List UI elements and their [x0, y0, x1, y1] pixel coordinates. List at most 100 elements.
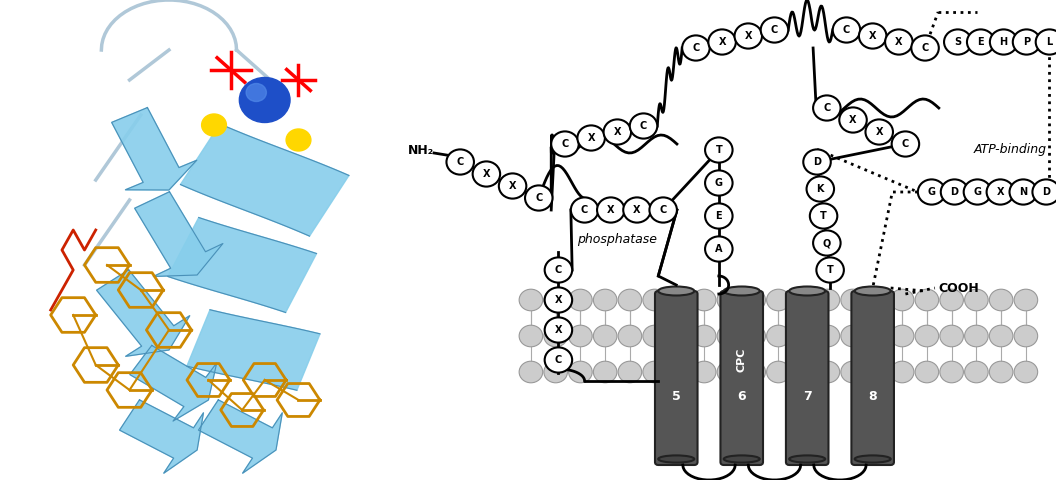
Circle shape — [916, 325, 939, 347]
Text: X: X — [718, 37, 725, 47]
Circle shape — [742, 325, 766, 347]
Polygon shape — [187, 310, 320, 390]
Text: X: X — [744, 31, 752, 41]
Circle shape — [964, 325, 988, 347]
Circle shape — [813, 96, 841, 120]
Text: S: S — [955, 37, 961, 47]
Text: X: X — [554, 295, 562, 305]
Circle shape — [841, 289, 865, 311]
Text: G: G — [715, 178, 722, 188]
Circle shape — [597, 197, 624, 223]
Circle shape — [816, 361, 840, 383]
Circle shape — [841, 325, 865, 347]
Text: C: C — [660, 205, 666, 215]
Circle shape — [649, 197, 677, 223]
Circle shape — [866, 120, 893, 144]
Text: N: N — [1019, 187, 1027, 197]
Circle shape — [810, 204, 837, 228]
Circle shape — [989, 289, 1013, 311]
Text: Q: Q — [823, 238, 831, 248]
FancyBboxPatch shape — [655, 291, 698, 465]
Text: COOH: COOH — [938, 281, 979, 295]
Circle shape — [705, 137, 733, 163]
Circle shape — [742, 361, 766, 383]
Text: C: C — [902, 139, 909, 149]
Polygon shape — [68, 30, 383, 450]
Circle shape — [964, 361, 988, 383]
Circle shape — [767, 325, 790, 347]
Text: X: X — [509, 181, 516, 191]
Circle shape — [989, 325, 1013, 347]
Circle shape — [813, 230, 841, 255]
Text: 5: 5 — [672, 389, 681, 403]
Polygon shape — [199, 400, 282, 473]
Text: C: C — [771, 25, 778, 35]
Text: X: X — [607, 205, 615, 215]
Circle shape — [1010, 180, 1037, 204]
Circle shape — [816, 325, 840, 347]
Circle shape — [544, 361, 567, 383]
Text: A: A — [715, 244, 722, 254]
Text: C: C — [581, 205, 588, 215]
Circle shape — [618, 361, 642, 383]
Circle shape — [667, 289, 692, 311]
Ellipse shape — [789, 287, 825, 296]
Circle shape — [964, 289, 988, 311]
Circle shape — [807, 176, 834, 202]
Circle shape — [859, 24, 886, 48]
Text: K: K — [816, 184, 824, 194]
Circle shape — [498, 173, 526, 199]
Circle shape — [891, 132, 919, 156]
Circle shape — [643, 289, 666, 311]
Circle shape — [545, 257, 572, 283]
Circle shape — [717, 289, 740, 311]
Circle shape — [989, 29, 1017, 55]
Circle shape — [525, 185, 552, 211]
Circle shape — [544, 325, 567, 347]
Text: T: T — [821, 211, 827, 221]
Text: D: D — [813, 157, 821, 167]
Circle shape — [240, 77, 290, 122]
Ellipse shape — [854, 287, 890, 296]
Text: 8: 8 — [868, 389, 876, 403]
Circle shape — [1014, 325, 1038, 347]
Circle shape — [693, 361, 716, 383]
Circle shape — [545, 317, 572, 343]
Text: X: X — [614, 127, 621, 137]
Ellipse shape — [854, 456, 890, 463]
Text: G: G — [974, 187, 981, 197]
Circle shape — [760, 17, 788, 43]
Circle shape — [623, 197, 650, 223]
Circle shape — [568, 361, 592, 383]
Circle shape — [618, 289, 642, 311]
Circle shape — [202, 114, 226, 136]
Circle shape — [791, 361, 815, 383]
Text: X: X — [875, 127, 883, 137]
FancyBboxPatch shape — [720, 291, 763, 465]
Circle shape — [940, 325, 963, 347]
Text: C: C — [554, 355, 562, 365]
Circle shape — [520, 361, 543, 383]
Text: X: X — [869, 31, 876, 41]
Circle shape — [816, 257, 844, 283]
Text: X: X — [634, 205, 641, 215]
Circle shape — [989, 361, 1013, 383]
Text: C: C — [824, 103, 830, 113]
Polygon shape — [112, 108, 196, 190]
Circle shape — [629, 113, 657, 139]
Text: C: C — [922, 43, 928, 53]
Circle shape — [643, 361, 666, 383]
Circle shape — [693, 289, 716, 311]
Text: C: C — [562, 139, 568, 149]
Circle shape — [735, 24, 762, 48]
Circle shape — [545, 348, 572, 372]
Circle shape — [911, 36, 939, 60]
Circle shape — [791, 325, 815, 347]
Text: D: D — [950, 187, 959, 197]
Text: G: G — [927, 187, 936, 197]
Polygon shape — [96, 270, 190, 356]
Circle shape — [944, 29, 972, 55]
Circle shape — [1014, 361, 1038, 383]
Circle shape — [967, 29, 995, 55]
Circle shape — [705, 204, 733, 228]
